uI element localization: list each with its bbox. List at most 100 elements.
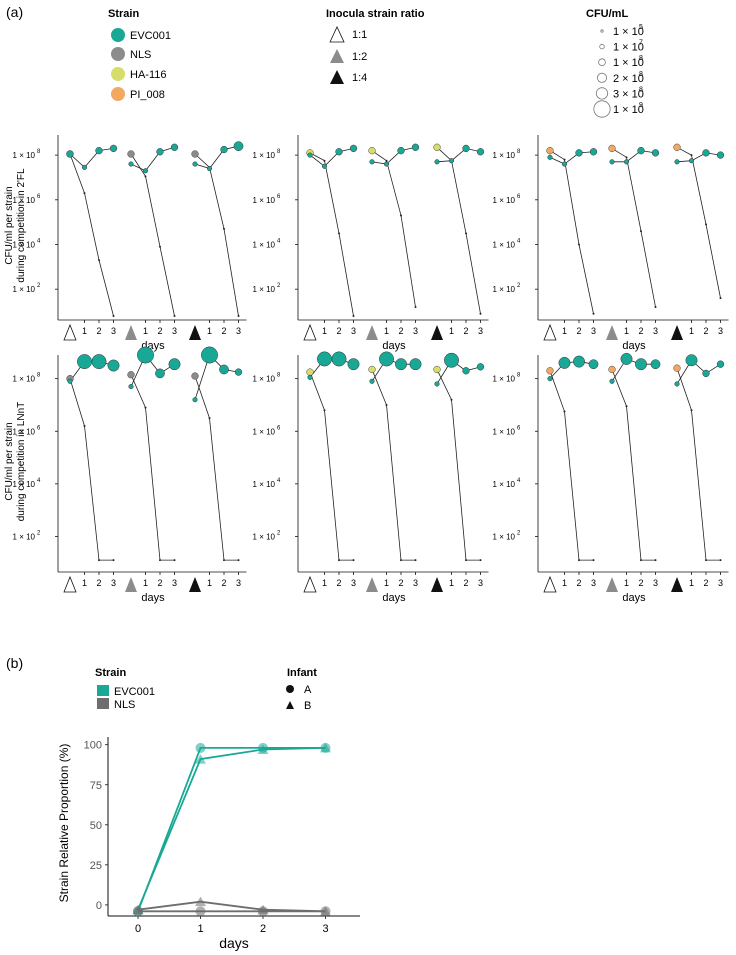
ratio-swatch-1-4 (330, 70, 344, 84)
evc001-point (321, 163, 328, 169)
y-tick-exponent: 4 (517, 478, 521, 484)
x-tick-label: 2 (638, 578, 643, 588)
evc001-point (66, 150, 74, 158)
x-tick-label: 1 (449, 326, 454, 336)
ratio-marker-1-2 (125, 577, 137, 592)
competitor-point (144, 175, 147, 178)
x-axis-label: days (622, 592, 646, 604)
competitor-line (611, 148, 656, 308)
panel-a-label: (a) (6, 4, 23, 20)
infant-b-triangle-icon (286, 701, 294, 709)
competitor-point (237, 559, 240, 562)
x-tick-label: 1 (322, 326, 327, 336)
x-tick-label: 2 (398, 578, 403, 588)
evc001-line (309, 148, 354, 167)
evc001-point (317, 351, 332, 367)
strain-legend-label-pi008: PI_008 (130, 89, 165, 101)
evc001-point (448, 158, 455, 164)
ratio-legend: Inocula strain ratio 1:1 1:2 1:4 (326, 8, 425, 84)
evc001-line (69, 148, 114, 168)
x-tick-label: 1 (143, 578, 148, 588)
cfu-legend-title: CFU/mL (586, 8, 628, 20)
evc001-point (434, 381, 440, 387)
competitor-point (83, 192, 86, 195)
evc001-point (234, 368, 243, 376)
panel-b-legend-label-evc001: EVC001 (114, 686, 155, 698)
ratio-marker-1-1 (63, 575, 77, 593)
strain-legend-label-ha116: HA-116 (130, 69, 166, 81)
panel-b-point-triangle (195, 896, 206, 907)
y-tick-exponent: 6 (517, 194, 521, 200)
competitor-point (323, 159, 326, 162)
y-tick-exponent: 6 (277, 194, 281, 200)
competitor-point (479, 559, 482, 562)
competitor-point (592, 559, 595, 562)
competitor-point (352, 315, 355, 317)
panel-b-point-circle (195, 906, 206, 917)
y-tick-exponent: 8 (517, 373, 521, 379)
evc001-point (575, 149, 583, 157)
y-tick-label: 1 × 10 (13, 240, 36, 249)
evc001-point (192, 161, 198, 167)
evc001-point (109, 144, 118, 153)
y-tick-label: 1 × 10 (493, 480, 516, 489)
panel-b-swatch-nls (97, 698, 109, 709)
ratio-marker-1-4 (431, 577, 443, 592)
competitor-point (323, 409, 326, 412)
competitor-point-pi-008 (673, 364, 681, 372)
evc001-point (702, 149, 710, 157)
x-tick-label: 2 (398, 326, 403, 336)
ratio-legend-label-1-1: 1:1 (352, 29, 367, 41)
competitor-line (194, 153, 239, 317)
competitor-point (112, 315, 115, 317)
x-tick-label: 3 (413, 578, 418, 588)
ratio-marker-1-1 (303, 323, 317, 341)
panel-b-strain-legend-title: Strain (95, 667, 126, 679)
panel-b-y-tick-label: 75 (90, 780, 102, 792)
x-tick-label: 1 (384, 326, 389, 336)
cfu-legend-exponent: 8 (639, 86, 643, 93)
y-tick-exponent: 4 (517, 238, 521, 244)
evc001-line (611, 358, 656, 382)
competitor-line (676, 368, 721, 561)
panel-a-plots: CFU/ml per strain during competition in 2… (4, 135, 729, 604)
x-tick-label: 1 (624, 578, 629, 588)
cfu-legend-circle (599, 43, 605, 50)
competitor-point (414, 306, 417, 309)
competitor-point (563, 158, 566, 161)
competitor-line (69, 378, 114, 561)
evc001-point (233, 141, 244, 152)
ratio-legend-title: Inocula strain ratio (326, 8, 425, 20)
panel-b-point-triangle (257, 744, 269, 755)
competitor-point (223, 559, 225, 562)
y-tick-exponent: 8 (517, 149, 521, 155)
x-axis-label: days (382, 340, 406, 352)
competitor-line (676, 146, 721, 299)
y-tick-exponent: 2 (37, 283, 41, 289)
competitor-point-pi-008 (608, 144, 616, 153)
ratio-legend-label-1-4: 1:4 (352, 72, 367, 84)
evc001-point (462, 367, 470, 375)
x-tick-label: 3 (718, 326, 723, 336)
x-tick-label: 1 (207, 326, 212, 336)
x-tick-label: 3 (351, 326, 356, 336)
competitor-point (719, 297, 722, 300)
competitor-point-ha-116 (368, 146, 376, 155)
x-tick-label: 3 (351, 578, 356, 588)
x-tick-label: 3 (236, 578, 241, 588)
competitor-point-nls (127, 371, 135, 379)
competitor-point (385, 159, 388, 162)
evc001-point (623, 159, 630, 165)
evc001-point (462, 144, 470, 153)
y-tick-label: 1 × 10 (13, 427, 36, 436)
x-axis-label: days (622, 340, 646, 352)
evc001-line (549, 361, 594, 379)
competitor-point (719, 559, 722, 562)
evc001-point (395, 358, 407, 371)
ratio-marker-1-4 (431, 325, 443, 340)
competitor-point (112, 559, 115, 562)
x-tick-label: 3 (111, 578, 116, 588)
infant-a-circle-icon (286, 685, 294, 693)
panel-b-line-evc001-b (137, 747, 326, 911)
panel-b-legend-label-nls: NLS (114, 699, 135, 711)
